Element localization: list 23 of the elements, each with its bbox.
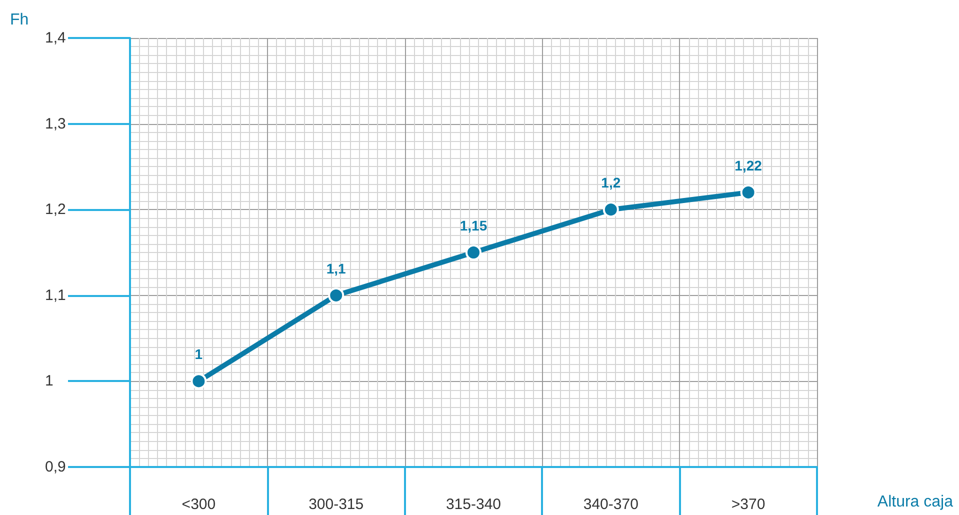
data-label: 1,1: [326, 260, 346, 276]
y-tick-label: 1,3: [45, 115, 66, 132]
point: [602, 202, 619, 218]
x-tick-label: <300: [182, 496, 216, 513]
data-label: 1,15: [460, 218, 488, 234]
y-tick-label: 1: [45, 372, 54, 390]
data-label: 1,22: [734, 157, 762, 174]
point: [328, 287, 344, 304]
point: [190, 373, 207, 390]
y-tick-label: 1,1: [45, 286, 66, 304]
y-tick-label: 1,4: [45, 30, 66, 46]
point: [740, 184, 756, 200]
x-axis-title: Altura caja: [877, 494, 954, 510]
y-axis-title: Fh: [10, 12, 29, 28]
x-tick-label: 300-315: [308, 496, 364, 513]
x-tick-label: >370: [731, 496, 766, 513]
point: [466, 244, 482, 260]
x-tick-label: 315-340: [446, 496, 502, 513]
y-tick-label: 0,9: [45, 458, 66, 476]
x-tick-label: 340-370: [583, 496, 638, 513]
y-tick-label: 1,2: [45, 201, 66, 218]
data-label: 1,2: [601, 174, 621, 191]
data-label: 1: [194, 346, 203, 362]
